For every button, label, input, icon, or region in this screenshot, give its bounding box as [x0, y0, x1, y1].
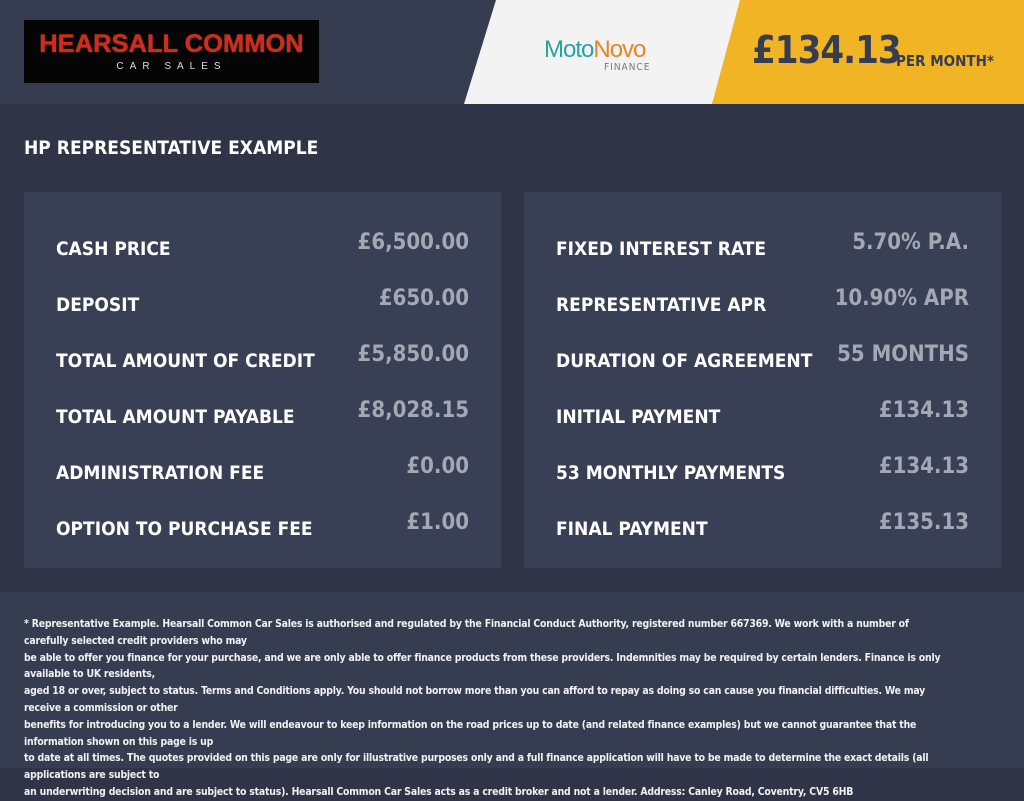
row-value: 5.70% P.A. [852, 230, 969, 255]
disclaimer-line: be able to offer you finance for your pu… [24, 651, 941, 681]
row-label: FIXED INTEREST RATE [556, 238, 767, 260]
monthly-price-banner: £134.13 PER MONTH* [712, 0, 1024, 104]
monthly-label: PER MONTH* [896, 52, 994, 70]
row-value: £6,500.00 [357, 230, 469, 255]
row-label: TOTAL AMOUNT PAYABLE [56, 406, 295, 428]
lender-logo: MotoNovo FINANCE [464, 0, 754, 104]
footer [0, 592, 1024, 768]
finance-row: DURATION OF AGREEMENT 55 MONTHS [556, 342, 969, 372]
finance-details-right: FIXED INTEREST RATE 5.70% P.A. REPRESENTAT… [524, 192, 1001, 568]
finance-row: REPRESENTATIVE APR 10.90% APR [556, 286, 969, 316]
row-label: DURATION OF AGREEMENT [556, 350, 813, 372]
row-value: 10.90% APR [834, 286, 969, 311]
finance-row: INITIAL PAYMENT £134.13 [556, 398, 969, 428]
finance-row: 53 MONTHLY PAYMENTS £134.13 [556, 454, 969, 484]
page-title: HP REPRESENTATIVE EXAMPLE [24, 137, 319, 159]
row-label: REPRESENTATIVE APR [556, 294, 767, 316]
disclaimer-line: to date at all times. The quotes provide… [24, 752, 929, 782]
row-label: INITIAL PAYMENT [556, 406, 721, 428]
row-label: FINAL PAYMENT [556, 518, 708, 540]
row-value: £135.13 [878, 510, 969, 535]
disclaimer-line: an underwriting decision and are subject… [24, 785, 854, 798]
row-value: £0.00 [406, 454, 469, 479]
disclaimer-line: benefits for introducing you to a lender… [24, 718, 917, 748]
row-label: DEPOSIT [56, 294, 140, 316]
finance-row: FIXED INTEREST RATE 5.70% P.A. [556, 230, 969, 260]
finance-row: DEPOSIT £650.00 [56, 286, 469, 316]
row-label: TOTAL AMOUNT OF CREDIT [56, 350, 315, 372]
finance-row: ADMINISTRATION FEE £0.00 [56, 454, 469, 484]
row-value: £650.00 [378, 286, 469, 311]
finance-row: TOTAL AMOUNT PAYABLE £8,028.15 [56, 398, 469, 428]
row-label: CASH PRICE [56, 238, 171, 260]
row-value: £134.13 [878, 398, 969, 423]
finance-row: FINAL PAYMENT £135.13 [556, 510, 969, 540]
row-value: £1.00 [406, 510, 469, 535]
row-value: £8,028.15 [357, 398, 469, 423]
finance-row: CASH PRICE £6,500.00 [56, 230, 469, 260]
row-label: OPTION TO PURCHASE FEE [56, 518, 313, 540]
row-label: ADMINISTRATION FEE [56, 462, 265, 484]
row-value: £134.13 [878, 454, 969, 479]
header: HEARSALL COMMON CAR SALES MotoNovo FINAN… [0, 0, 1024, 104]
disclaimer-line: * Representative Example. Hearsall Commo… [24, 618, 909, 647]
disclaimer-line: aged 18 or over, subject to status. Term… [24, 685, 926, 714]
row-value: 55 MONTHS [837, 342, 969, 367]
monthly-amount: £134.13 [752, 28, 902, 72]
finance-row: TOTAL AMOUNT OF CREDIT £5,850.00 [56, 342, 469, 372]
dealer-logo: HEARSALL COMMON CAR SALES [24, 20, 319, 83]
disclaimer: * Representative Example. Hearsall Commo… [24, 616, 954, 801]
finance-row: OPTION TO PURCHASE FEE £1.00 [56, 510, 469, 540]
row-value: £5,850.00 [357, 342, 469, 367]
finance-details-left: CASH PRICE £6,500.00 DEPOSIT £650.00 TOTAL A… [24, 192, 501, 568]
row-label: 53 MONTHLY PAYMENTS [556, 462, 786, 484]
